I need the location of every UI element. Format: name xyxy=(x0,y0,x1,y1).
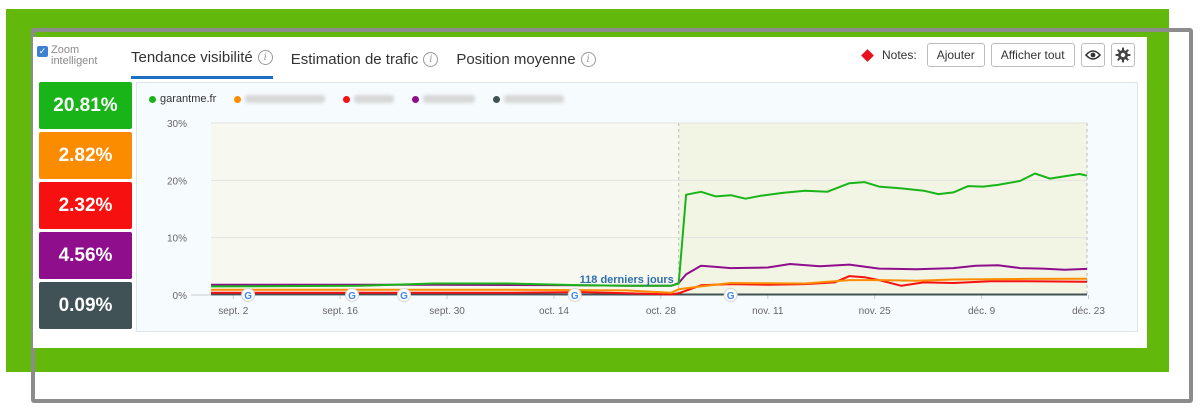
x-tick-label: oct. 14 xyxy=(539,306,569,317)
x-tick-label: nov. 25 xyxy=(859,306,891,317)
eye-icon[interactable] xyxy=(1080,43,1105,67)
chart-canvas: 0% 10% 20% 30% sept. 2 sept. 16 sept. 30 oct. 1… xyxy=(167,119,1105,317)
legend-dot xyxy=(412,95,420,103)
google-icon: G xyxy=(348,291,356,302)
value-box-competitor-4: 0.09% xyxy=(39,282,132,329)
google-icon: G xyxy=(571,291,579,302)
series-line xyxy=(211,277,1088,294)
value-box-garantme: 20.81% xyxy=(39,82,132,129)
legend-item[interactable] xyxy=(412,93,476,105)
series-line xyxy=(210,172,1088,288)
highlight-period-band xyxy=(678,123,1087,295)
legend-label-blurred xyxy=(245,95,326,103)
legend-label: garantme.fr xyxy=(160,93,217,105)
value-box-competitor-1: 2.82% xyxy=(39,132,132,179)
info-icon[interactable]: i xyxy=(580,51,596,67)
x-tick-label: oct. 28 xyxy=(646,306,676,317)
chart-legend: garantme.fr xyxy=(149,93,565,105)
x-tick-label: sept. 30 xyxy=(429,306,465,317)
google-update-marker xyxy=(397,288,412,302)
legend-label-blurred xyxy=(354,95,395,103)
y-tick-label: 20% xyxy=(167,176,187,187)
legend-item[interactable] xyxy=(493,93,565,105)
visibility-chart: garantme.fr 0% 10% 20% 30% sept. 2 sept. 16 se… xyxy=(136,82,1138,332)
gear-icon[interactable] xyxy=(1110,43,1135,67)
google-icon: G xyxy=(727,291,735,302)
legend-dot xyxy=(493,95,501,103)
google-update-marker xyxy=(345,288,360,302)
y-tick-label: 10% xyxy=(167,234,187,245)
x-tick-label: déc. 23 xyxy=(1072,306,1105,317)
tab-label: Position moyenne xyxy=(456,50,576,68)
legend-label-blurred xyxy=(423,95,476,103)
x-tick-label: sept. 2 xyxy=(218,306,248,317)
summary-values: 20.81% 2.82% 2.32% 4.56% 0.09% xyxy=(39,82,132,332)
legend-label-blurred xyxy=(504,95,565,103)
y-tick-label: 0% xyxy=(173,291,188,302)
notes-toolbar: Notes: Ajouter Afficher tout xyxy=(861,43,1135,67)
info-icon[interactable]: i xyxy=(257,50,273,65)
legend-dot xyxy=(234,95,242,103)
tab-label: Tendance visibilité xyxy=(131,49,253,66)
legend-dot xyxy=(149,95,156,103)
zoom-checkbox[interactable]: ✓ xyxy=(37,46,48,57)
plot-background xyxy=(211,123,679,295)
legend-item[interactable] xyxy=(234,93,326,105)
y-tick-label: 30% xyxy=(167,119,187,130)
x-tick-label: sept. 16 xyxy=(322,306,358,317)
zoom-toggle[interactable]: ✓ Zoom intelligent xyxy=(37,45,113,67)
tab-label: Estimation de trafic xyxy=(290,50,419,68)
visibility-card: ✓ Zoom intelligent Tendance visibilité i… xyxy=(33,37,1147,348)
legend-dot xyxy=(343,95,351,103)
google-icon: G xyxy=(244,291,252,302)
tab-estimation-trafic[interactable]: Estimation de trafic i xyxy=(291,49,439,79)
tab-bar: Tendance visibilité i Estimation de traf… xyxy=(131,49,596,79)
info-icon[interactable]: i xyxy=(423,51,439,67)
notes-label: Notes: xyxy=(882,48,917,62)
show-all-notes-button[interactable]: Afficher tout xyxy=(990,43,1075,67)
value-box-competitor-2: 2.32% xyxy=(39,182,132,229)
zoom-label: Zoom intelligent xyxy=(51,44,98,67)
legend-item[interactable] xyxy=(343,93,395,105)
add-note-button[interactable]: Ajouter xyxy=(926,43,985,67)
x-tick-label: déc. 9 xyxy=(968,306,996,317)
notes-diamond-icon xyxy=(861,48,874,62)
tab-tendance-visibilite[interactable]: Tendance visibilité i xyxy=(131,49,273,79)
tab-position-moyenne[interactable]: Position moyenne i xyxy=(456,49,596,79)
google-update-marker xyxy=(241,288,256,302)
x-tick-label: nov. 11 xyxy=(752,306,784,317)
google-update-marker xyxy=(567,288,582,302)
google-update-marker xyxy=(723,288,738,302)
google-icon: G xyxy=(400,291,408,302)
period-annotation: 118 derniers jours xyxy=(580,274,674,286)
value-box-competitor-3: 4.56% xyxy=(39,232,132,279)
legend-item[interactable]: garantme.fr xyxy=(149,93,216,105)
